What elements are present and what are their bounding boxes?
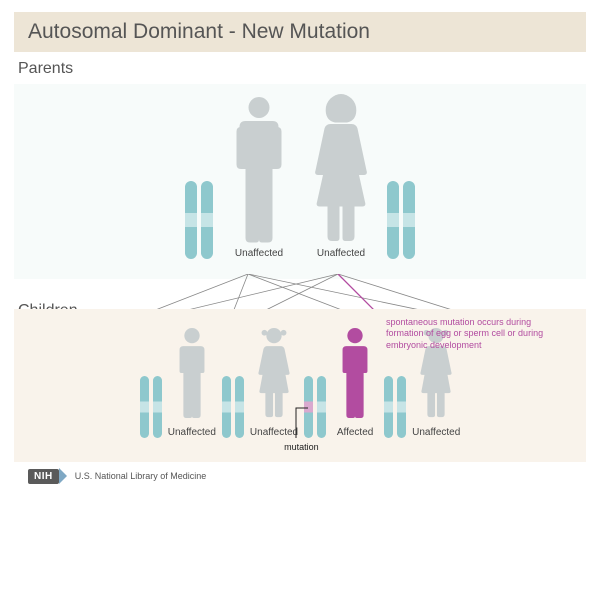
child3-chromosomes: mutation — [304, 376, 326, 438]
chromosome-icon — [384, 376, 393, 438]
child-female-icon — [251, 323, 297, 423]
chromosome-pair-icon — [140, 376, 162, 438]
nih-chevron-icon — [59, 468, 67, 484]
footer-text: U.S. National Library of Medicine — [75, 471, 207, 481]
child-male-icon — [169, 323, 215, 423]
mother-label: Unaffected — [317, 248, 365, 259]
child1-label: Unaffected — [168, 427, 216, 438]
child2-chromosomes — [222, 376, 244, 438]
father-chromosomes — [185, 181, 213, 259]
nih-badge-icon: NIH — [28, 469, 59, 484]
footer: NIH U.S. National Library of Medicine — [28, 468, 600, 484]
mutation-label: mutation — [284, 442, 319, 452]
child3-label: Affected — [337, 427, 374, 438]
chromosome-icon — [153, 376, 162, 438]
child1-chromosomes — [140, 376, 162, 438]
father-figure: Unaffected — [223, 94, 295, 259]
chromosome-pair-icon — [387, 181, 415, 259]
chromosome-icon — [403, 181, 415, 259]
title-bar: Autosomal Dominant - New Mutation — [14, 12, 586, 52]
chromosome-icon — [201, 181, 213, 259]
chromosome-pair-icon — [222, 376, 244, 438]
child1-figure: Unaffected — [168, 323, 216, 438]
mutation-pointer-icon — [294, 406, 324, 442]
chromosome-icon — [235, 376, 244, 438]
adult-male-icon — [223, 94, 295, 244]
child2-figure: Unaffected — [250, 323, 298, 438]
mother-figure: Unaffected — [305, 94, 377, 259]
child3-figure: Affected — [332, 323, 378, 438]
chromosome-pair-icon — [185, 181, 213, 259]
page-title: Autosomal Dominant - New Mutation — [28, 20, 572, 44]
child2-label: Unaffected — [250, 427, 298, 438]
father-label: Unaffected — [235, 248, 283, 259]
chromosome-icon — [185, 181, 197, 259]
mother-chromosomes — [387, 181, 415, 259]
chromosome-icon — [222, 376, 231, 438]
child-male-affected-icon — [332, 323, 378, 423]
chromosome-pair-icon — [384, 376, 406, 438]
chromosome-icon — [140, 376, 149, 438]
parents-panel: Unaffected Unaffected — [14, 84, 586, 279]
child4-label: Unaffected — [412, 427, 460, 438]
children-panel: spontaneous mutation occurs during forma… — [14, 309, 586, 462]
mutation-note: spontaneous mutation occurs during forma… — [386, 317, 566, 351]
chromosome-icon — [387, 181, 399, 259]
adult-female-icon — [305, 94, 377, 244]
child4-chromosomes — [384, 376, 406, 438]
chromosome-icon — [397, 376, 406, 438]
parents-label: Parents — [0, 56, 600, 82]
